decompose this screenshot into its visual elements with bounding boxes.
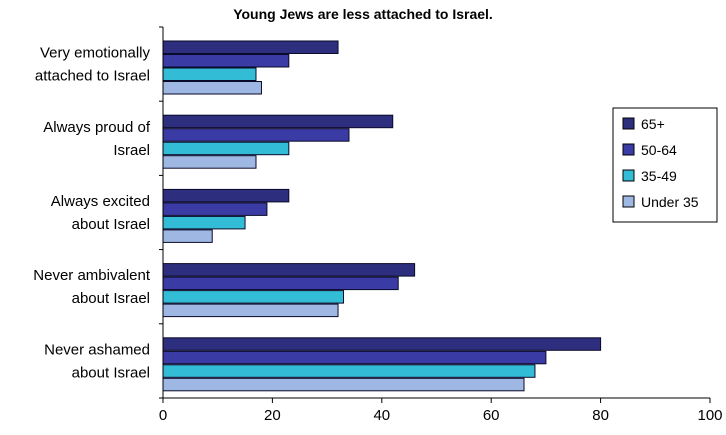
x-tick-label-0: 0 — [159, 407, 167, 424]
bar-5-65- — [162, 337, 602, 351]
legend-label-3: 35-49 — [641, 168, 677, 184]
x-tick-label-60: 60 — [483, 407, 500, 424]
axes: 0 20 40 60 80 100 — [159, 26, 723, 424]
bars-layer — [162, 40, 602, 392]
x-tick-label-20: 20 — [264, 407, 281, 424]
bar-3-65- — [162, 188, 290, 203]
category-label-1: Very emotionally attached to Israel — [35, 45, 151, 85]
category-label-3: Always excited about Israel — [51, 193, 150, 233]
legend-label-1: 65+ — [641, 116, 665, 132]
bar-5-under-35 — [162, 377, 525, 392]
bar-4-65- — [162, 263, 416, 277]
legend-label-2: 50-64 — [641, 142, 677, 158]
bar-2-50-64 — [162, 128, 350, 142]
bar-1-35-49 — [162, 67, 257, 81]
x-tick-label-100: 100 — [697, 407, 722, 424]
bar-3-35-49 — [162, 215, 246, 230]
bar-2-65- — [162, 114, 394, 129]
category-labels: Very emotionally attached to Israel Always… — [33, 45, 151, 382]
category-label-5: Never ashamed about Israel — [44, 341, 150, 381]
bar-2-35-49 — [162, 141, 290, 156]
bar-4-50-64 — [162, 276, 399, 291]
bar-4-under-35 — [162, 303, 339, 318]
bar-5-50-64 — [162, 350, 547, 365]
bar-5-35-49 — [162, 364, 536, 378]
legend-swatch-2 — [622, 143, 635, 156]
bar-3-50-64 — [162, 202, 268, 216]
legend-swatch-4 — [622, 195, 635, 208]
legend-swatch-1 — [622, 117, 635, 130]
bar-1-65- — [162, 40, 339, 54]
category-label-4: Never ambivalent about Israel — [33, 267, 151, 307]
legend-label-4: Under 35 — [641, 194, 699, 210]
bar-4-35-49 — [162, 290, 345, 304]
x-tick-label-40: 40 — [373, 407, 390, 424]
bar-3-under-35 — [162, 229, 213, 243]
bar-1-50-64 — [162, 54, 290, 68]
category-label-2: Always proud of Israel — [43, 119, 151, 159]
chart-title: Young Jews are less attached to Israel. — [233, 6, 493, 22]
bar-2-under-35 — [162, 155, 257, 169]
legend: 65+ 50-64 35-49 Under 35 — [612, 107, 718, 223]
legend-swatch-3 — [622, 169, 635, 182]
bar-1-under-35 — [162, 81, 262, 95]
x-tick-label-80: 80 — [592, 407, 609, 424]
